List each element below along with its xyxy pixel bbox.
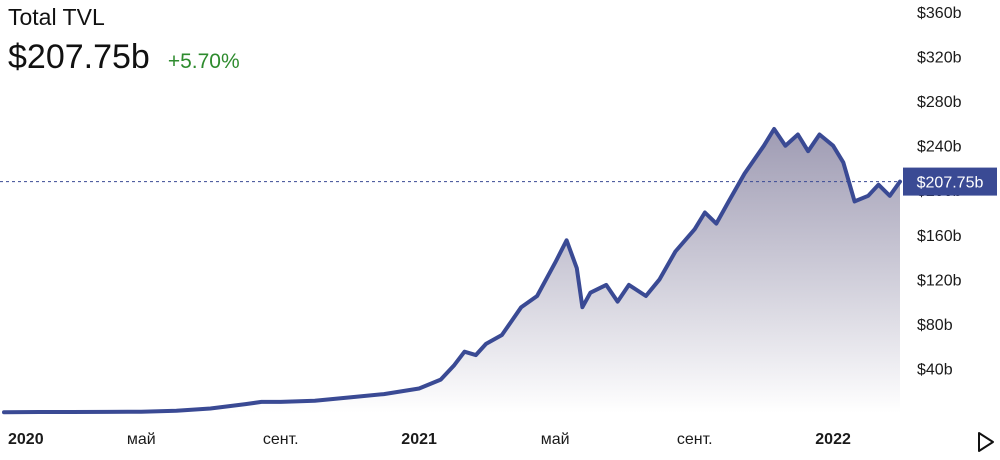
value-row: $207.75b +5.70% [8, 38, 240, 77]
x-axis: 2020 май сент. 2021 май сент. 2022 [8, 431, 851, 448]
tvl-series-line [2, 127, 902, 415]
scroll-right-button[interactable] [972, 428, 996, 456]
y-tick-label: $120b [917, 272, 962, 289]
x-tick-label: 2020 [8, 431, 44, 448]
play-right-icon[interactable] [978, 432, 994, 452]
percent-change: +5.70% [167, 50, 240, 73]
area-fill [4, 129, 900, 413]
y-tick-label: $240b [917, 139, 962, 156]
current-price-label-box [903, 167, 997, 196]
x-tick-label: май [127, 431, 156, 448]
current-tvl-value: $207.75b [8, 38, 150, 76]
x-tick-label: май [541, 431, 570, 448]
x-tick-label: 2021 [401, 431, 437, 448]
y-tick-label: $160b [917, 228, 962, 245]
x-tick-label: сент. [263, 431, 299, 448]
x-tick-label: сент. [677, 431, 713, 448]
y-tick-label: $320b [917, 50, 962, 67]
y-tick-label: $360b [917, 5, 962, 22]
y-tick-label: $80b [917, 317, 953, 334]
x-tick-label: 2022 [815, 431, 851, 448]
chart-title: Total TVL [8, 4, 105, 30]
current-price-label: $207.75b [917, 175, 984, 192]
price-label-layer: $207.75b [903, 167, 997, 196]
y-tick-label: $280b [917, 94, 962, 111]
area-layer [2, 127, 902, 415]
y-tick-label: $40b [917, 361, 953, 378]
